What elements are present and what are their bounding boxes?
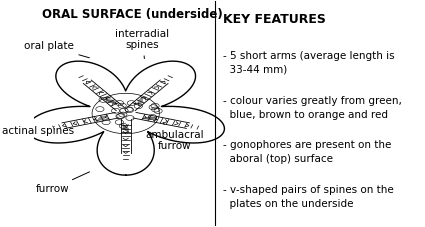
Text: - colour varies greatly from green,
  blue, brown to orange and red: - colour varies greatly from green, blue…: [223, 96, 402, 120]
Text: - 5 short arms (average length is
  33-44 mm): - 5 short arms (average length is 33-44 …: [223, 51, 394, 75]
Text: oral plate: oral plate: [24, 41, 89, 58]
Text: interradial
spines: interradial spines: [116, 29, 170, 59]
Text: ambulacral
furrow: ambulacral furrow: [145, 123, 204, 151]
Text: - v-shaped pairs of spines on the
  plates on the underside: - v-shaped pairs of spines on the plates…: [223, 185, 394, 209]
Text: actinal spines: actinal spines: [2, 123, 76, 136]
Text: ORAL SURFACE (underside): ORAL SURFACE (underside): [42, 8, 222, 21]
Text: KEY FEATURES: KEY FEATURES: [223, 13, 326, 26]
Text: furrow: furrow: [36, 172, 90, 194]
Text: - gonophores are present on the
  aboral (top) surface: - gonophores are present on the aboral (…: [223, 141, 391, 164]
Polygon shape: [27, 61, 224, 175]
